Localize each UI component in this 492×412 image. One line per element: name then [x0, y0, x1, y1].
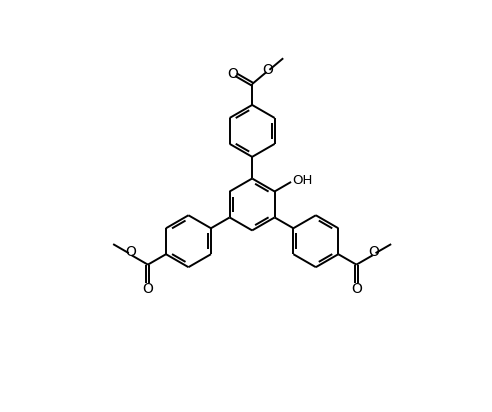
Text: O: O [227, 67, 238, 81]
Text: O: O [125, 246, 136, 260]
Text: O: O [263, 63, 274, 77]
Text: O: O [143, 282, 154, 296]
Text: OH: OH [293, 174, 313, 187]
Text: O: O [351, 282, 362, 296]
Text: O: O [369, 246, 379, 260]
